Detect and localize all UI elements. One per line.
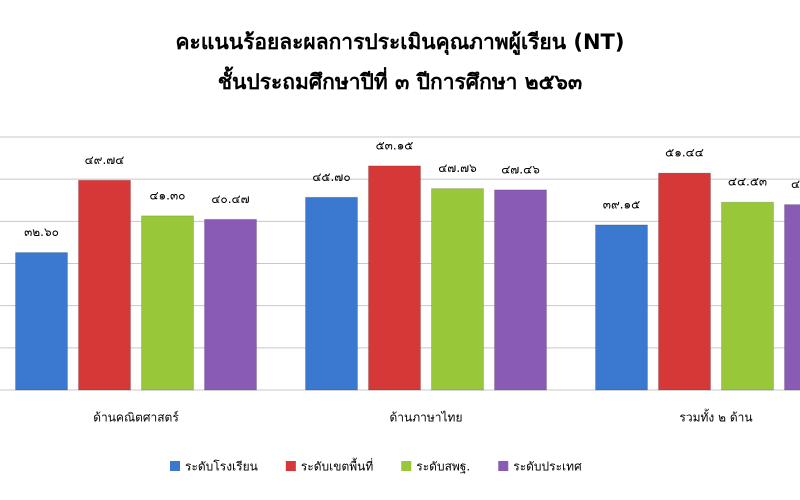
legend-swatch [401, 461, 412, 471]
data-label: ๔๕.๗๐ [312, 170, 350, 184]
bar [494, 189, 547, 391]
x-tick-label: รวมทั้ง ๒ ด้าน [679, 409, 752, 425]
data-label: ๕๓.๑๕ [376, 138, 414, 152]
bar [141, 215, 194, 391]
chart-subtitle: ชั้นประถมศึกษาปีที่ ๓ ปีการศึกษา ๒๕๖๓ [218, 66, 582, 94]
data-label: ๔๔.๕๓ [728, 175, 767, 189]
legend-label: ระดับเขตพื้นที่ [301, 458, 374, 474]
x-tick-label: ด้านภาษาไทย [389, 411, 462, 425]
bar [595, 224, 648, 391]
data-label: ๔๐.๔๗ [211, 192, 249, 206]
bar [658, 172, 711, 391]
data-label: ๓๒.๖๐ [24, 225, 59, 239]
data-label: ๔๑.๓๐ [149, 188, 185, 202]
bar [368, 165, 421, 391]
data-label: ๔๗.๔๖ [501, 162, 540, 176]
bar [305, 196, 358, 391]
legend-label: ระดับประเทศ [513, 460, 582, 474]
x-tick-label: ด้านคณิตศาสตร์ [93, 411, 179, 425]
bar [721, 201, 774, 391]
bar [784, 204, 800, 391]
legend-swatch [170, 461, 180, 471]
legend-label: ระดับสพฐ. [416, 460, 470, 474]
bar [431, 188, 484, 391]
bar [78, 179, 131, 391]
bar [15, 252, 68, 391]
data-label: ๓๙.๑๕ [603, 197, 641, 211]
legend-label: ระดับโรงเรียน [185, 460, 258, 474]
data-label: ๔๗.๗๖ [438, 161, 477, 175]
data-label: ๕๑.๔๔ [665, 146, 704, 160]
legend-swatch [498, 461, 509, 471]
data-label: ๔๙.๗๔ [85, 153, 125, 167]
chart-title: คะแนนร้อยละผลการประเมินคุณภาพผู้เรียน (N… [176, 30, 625, 56]
legend-swatch [285, 461, 296, 471]
bar [204, 218, 257, 391]
data-label: ๔๓.๙๗ [791, 177, 800, 191]
